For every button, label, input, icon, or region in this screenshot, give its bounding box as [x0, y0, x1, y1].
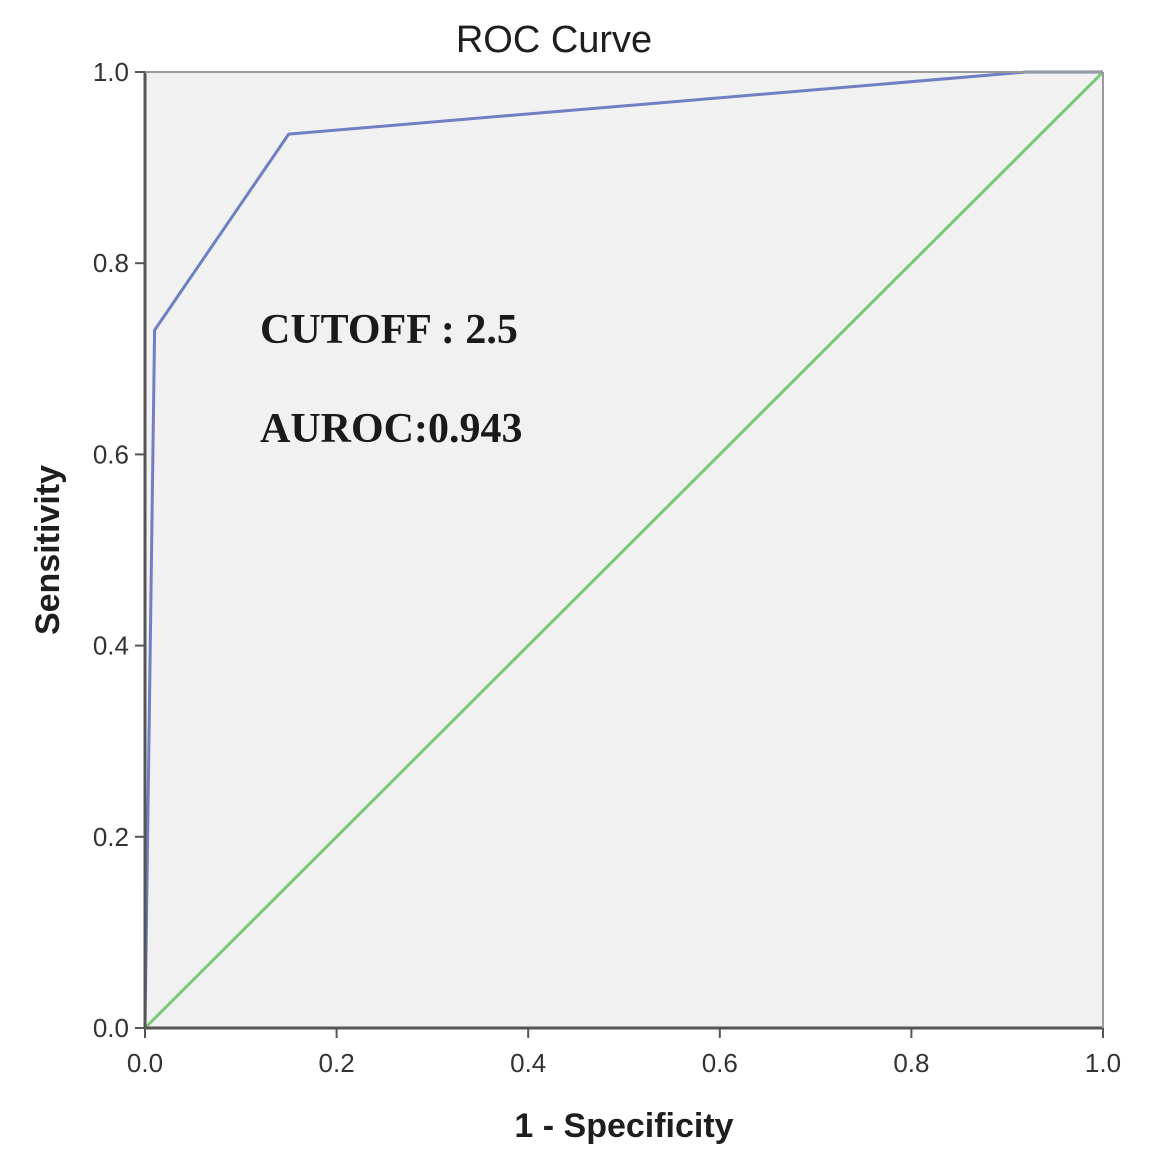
reference-diagonal-line	[143, 70, 1105, 1030]
y-tick-label: 0.0	[93, 1013, 129, 1043]
y-ticks: 0.0 0.2 0.4 0.6 0.8 1.0	[93, 57, 145, 1043]
y-tick-label: 0.8	[93, 248, 129, 278]
x-ticks: 0.0 0.2 0.4 0.6 0.8 1.0	[127, 1028, 1121, 1078]
auroc-annotation: AUROC:0.943	[260, 406, 522, 452]
x-axis-title: 1 - Specificity	[514, 1107, 733, 1145]
x-tick-label: 0.2	[319, 1048, 355, 1078]
x-tick-label: 0.6	[702, 1048, 738, 1078]
x-tick-label: 1.0	[1085, 1048, 1121, 1078]
y-tick-label: 1.0	[93, 57, 129, 87]
x-tick-label: 0.8	[893, 1048, 929, 1078]
x-tick-label: 0.4	[510, 1048, 546, 1078]
y-axis-title: Sensitivity	[29, 465, 67, 635]
chart-title: ROC Curve	[456, 19, 652, 61]
y-tick-label: 0.4	[93, 631, 129, 661]
y-tick-label: 0.2	[93, 822, 129, 852]
y-tick-label: 0.6	[93, 439, 129, 469]
x-tick-label: 0.0	[127, 1048, 163, 1078]
cutoff-annotation: CUTOFF : 2.5	[260, 307, 518, 353]
